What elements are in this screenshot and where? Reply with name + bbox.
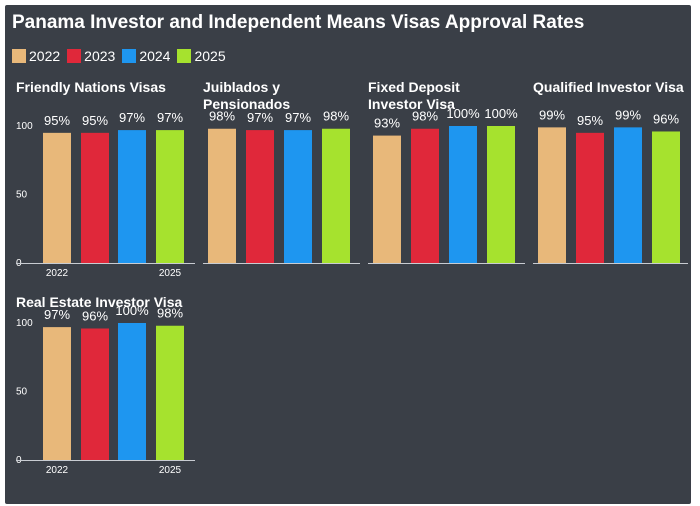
bar-2024 <box>449 126 477 263</box>
bar-value-label: 100% <box>446 106 480 121</box>
x-tick-label: 2025 <box>159 268 182 279</box>
bar-value-label: 97% <box>44 307 70 322</box>
bar-2024 <box>614 127 642 264</box>
bar-2022 <box>43 132 71 263</box>
bar-2025 <box>487 126 515 263</box>
bar-value-label: 98% <box>157 306 183 321</box>
bar-value-label: 98% <box>209 109 235 124</box>
x-tick-label: 2022 <box>46 465 69 476</box>
bar-2024 <box>118 130 146 263</box>
bar-value-label: 96% <box>82 308 108 323</box>
bar-2023 <box>81 328 109 460</box>
bar-value-label: 96% <box>653 111 679 126</box>
y-tick-label: 50 <box>16 387 28 398</box>
bar-2024 <box>284 130 312 263</box>
x-tick-label: 2022 <box>46 268 69 279</box>
bar-2022 <box>373 135 401 263</box>
bar-value-label: 95% <box>82 113 108 128</box>
legend-label-2024: 2024 <box>139 48 171 64</box>
legend-item-2023: 2023 <box>67 48 115 64</box>
panel-title-qualified-investor: Qualified Investor Visa <box>533 79 684 95</box>
legend-swatch-2025 <box>177 49 192 63</box>
panel-title-fixed-deposit: Fixed Deposit Investor Visa <box>368 79 460 112</box>
bar-value-label: 93% <box>374 116 400 131</box>
legend-swatch-2022 <box>12 49 26 63</box>
legend-label-2025: 2025 <box>194 48 226 64</box>
bar-value-label: 100% <box>484 106 518 121</box>
panel-title-jubilados: Juiblados y Pensionados <box>203 79 291 112</box>
legend-item-2024: 2024 <box>122 48 170 64</box>
legend-item-2022: 2022 <box>12 48 60 64</box>
bar-value-label: 99% <box>539 107 565 122</box>
bar-2025 <box>652 131 680 263</box>
legend-item-2025: 2025 <box>177 48 226 64</box>
legend-swatch-2023 <box>67 49 82 63</box>
bar-value-label: 98% <box>412 109 438 124</box>
x-tick-label: 2025 <box>159 465 182 476</box>
bar-value-label: 98% <box>323 109 349 124</box>
bar-value-label: 97% <box>157 110 183 125</box>
legend-swatch-2024 <box>122 49 137 63</box>
y-tick-label: 100 <box>16 318 33 329</box>
y-tick-label: 50 <box>16 190 28 201</box>
bar-value-label: 97% <box>119 110 145 125</box>
bar-2023 <box>411 128 439 263</box>
legend-label-2023: 2023 <box>84 48 116 64</box>
panel-title-real-estate: Real Estate Investor Visa <box>16 294 183 310</box>
bar-2025 <box>156 325 184 460</box>
chart-title: Panama Investor and Independent Means Vi… <box>12 12 585 33</box>
bar-2022 <box>43 327 71 460</box>
legend-label-2022: 2022 <box>29 48 61 64</box>
bar-value-label: 100% <box>115 303 149 318</box>
bar-2022 <box>208 128 236 263</box>
legend: 2022 2023 2024 2025 <box>12 48 233 64</box>
panel-title-friendly-nations: Friendly Nations Visas <box>16 79 166 95</box>
bar-value-label: 97% <box>285 110 311 125</box>
bar-2024 <box>118 323 146 460</box>
bar-2023 <box>576 132 604 263</box>
bar-2023 <box>81 132 109 263</box>
y-tick-label: 100 <box>16 121 33 132</box>
bar-value-label: 99% <box>615 107 641 122</box>
bar-value-label: 95% <box>44 113 70 128</box>
bar-2025 <box>156 130 184 263</box>
bar-2023 <box>246 130 274 263</box>
bar-value-label: 97% <box>247 110 273 125</box>
bar-value-label: 95% <box>577 113 603 128</box>
bar-2025 <box>322 128 350 263</box>
bar-2022 <box>538 127 566 264</box>
